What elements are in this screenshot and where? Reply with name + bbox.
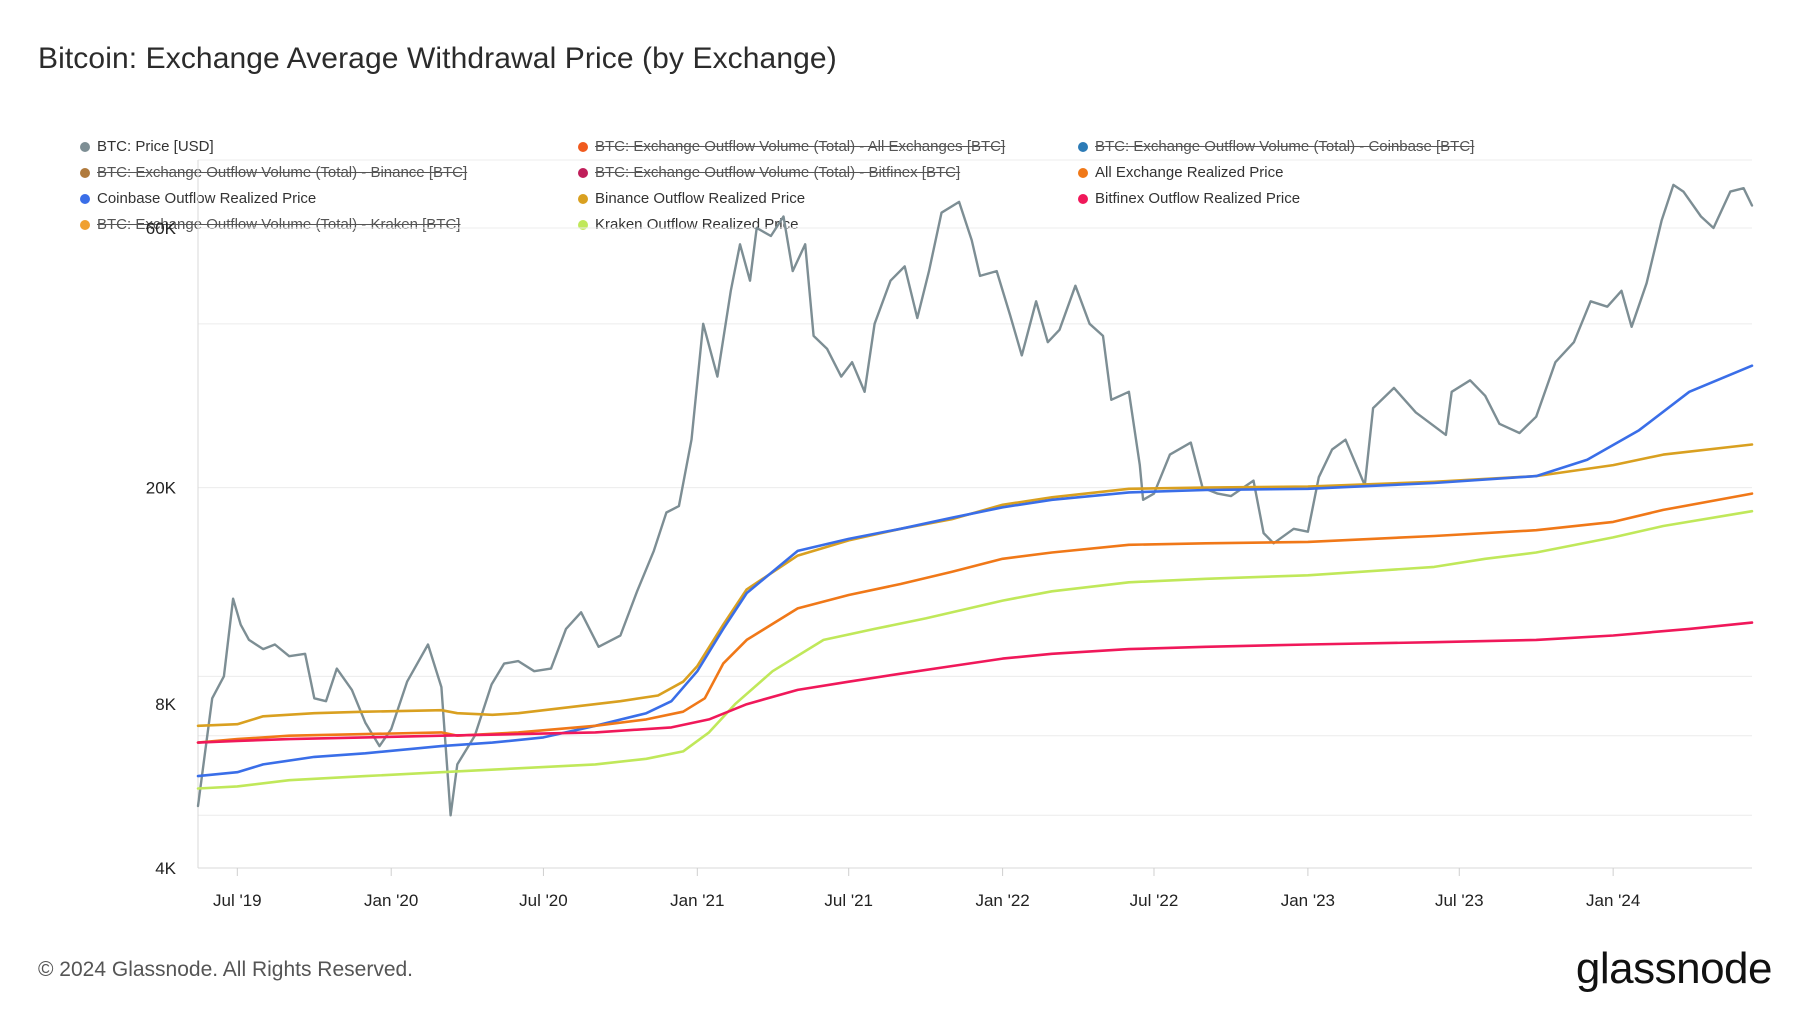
copyright-footer: © 2024 Glassnode. All Rights Reserved. bbox=[38, 958, 414, 981]
legend-dot-icon bbox=[578, 167, 588, 178]
y-axis-ticks: 4K 8K 20K 60K bbox=[146, 219, 177, 878]
legend-dot-icon bbox=[578, 193, 588, 204]
legend-item-outflow-kraken[interactable]: BTC: Exchange Outflow Volume (Total) - K… bbox=[80, 216, 460, 233]
series-line-kraken-outflow-realized-price bbox=[196, 509, 1754, 790]
legend-item-binance-realized-price[interactable]: Binance Outflow Realized Price bbox=[578, 190, 805, 207]
series-line-all-exchange-realized-price bbox=[196, 492, 1754, 744]
x-tick-label: Jul '22 bbox=[1130, 891, 1179, 910]
legend-item-coinbase-realized-price[interactable]: Coinbase Outflow Realized Price bbox=[80, 190, 316, 207]
series-line-binance-outflow-realized-price bbox=[196, 443, 1754, 728]
x-tick-label: Jan '22 bbox=[975, 891, 1029, 910]
legend-item-btc-price[interactable]: BTC: Price [USD] bbox=[80, 138, 214, 155]
legend-label: BTC: Price [USD] bbox=[97, 138, 214, 155]
legend-label: BTC: Exchange Outflow Volume (Total) - B… bbox=[97, 164, 468, 181]
legend-label: Bitfinex Outflow Realized Price bbox=[1095, 190, 1301, 207]
legend-label: Binance Outflow Realized Price bbox=[595, 190, 806, 207]
legend: BTC: Price [USD] BTC: Exchange Outflow V… bbox=[80, 138, 1760, 242]
legend-item-outflow-coinbase[interactable]: BTC: Exchange Outflow Volume (Total) - C… bbox=[1078, 138, 1474, 155]
legend-dot-icon bbox=[80, 193, 90, 204]
y-tick-label: 20K bbox=[146, 479, 177, 498]
legend-item-outflow-all-exchanges[interactable]: BTC: Exchange Outflow Volume (Total) - A… bbox=[578, 138, 1005, 155]
legend-dot-icon bbox=[1078, 167, 1088, 178]
series-line-coinbase-outflow-realized-price bbox=[196, 364, 1754, 778]
series-line-btc-price-usd bbox=[196, 183, 1754, 817]
legend-label: BTC: Exchange Outflow Volume (Total) - K… bbox=[97, 216, 461, 233]
legend-dot-icon bbox=[80, 167, 90, 178]
legend-label: BTC: Exchange Outflow Volume (Total) - A… bbox=[595, 138, 1006, 155]
chart-series bbox=[196, 183, 1754, 817]
legend-item-outflow-bitfinex[interactable]: BTC: Exchange Outflow Volume (Total) - B… bbox=[578, 164, 960, 181]
series-line-bitfinex-outflow-realized-price bbox=[196, 621, 1754, 744]
legend-label: All Exchange Realized Price bbox=[1095, 164, 1284, 181]
legend-label: BTC: Exchange Outflow Volume (Total) - C… bbox=[1095, 138, 1475, 155]
legend-item-outflow-binance[interactable]: BTC: Exchange Outflow Volume (Total) - B… bbox=[80, 164, 467, 181]
glassnode-logo: glassnode bbox=[1575, 944, 1773, 993]
x-tick-label: Jul '19 bbox=[213, 891, 262, 910]
x-tick-label: Jan '24 bbox=[1586, 891, 1640, 910]
legend-label: BTC: Exchange Outflow Volume (Total) - B… bbox=[595, 164, 961, 181]
legend-label: Kraken Outflow Realized Price bbox=[595, 216, 799, 233]
legend-dot-icon bbox=[578, 141, 588, 152]
x-tick-label: Jul '20 bbox=[519, 891, 568, 910]
x-tick-label: Jul '21 bbox=[824, 891, 873, 910]
y-tick-label: 4K bbox=[155, 859, 176, 878]
legend-dot-icon bbox=[1078, 141, 1088, 152]
legend-item-kraken-realized-price[interactable]: Kraken Outflow Realized Price bbox=[578, 216, 798, 233]
x-tick-label: Jan '23 bbox=[1281, 891, 1335, 910]
legend-dot-icon bbox=[80, 141, 90, 152]
y-tick-label: 8K bbox=[155, 695, 176, 714]
chart-title: Bitcoin: Exchange Average Withdrawal Pri… bbox=[38, 42, 837, 75]
y-tick-label: 60K bbox=[146, 219, 177, 238]
x-tick-label: Jan '20 bbox=[364, 891, 418, 910]
legend-dot-icon bbox=[80, 219, 90, 230]
x-axis-ticks: Jul '19 Jan '20 Jul '20 Jan '21 Jul '21 Jan '… bbox=[213, 868, 1640, 910]
legend-label: Coinbase Outflow Realized Price bbox=[97, 190, 317, 207]
legend-item-bitfinex-realized-price[interactable]: Bitfinex Outflow Realized Price bbox=[1078, 190, 1300, 207]
legend-dot-icon bbox=[1078, 193, 1088, 204]
legend-item-all-exchange-realized-price[interactable]: All Exchange Realized Price bbox=[1078, 164, 1283, 181]
x-tick-label: Jul '23 bbox=[1435, 891, 1484, 910]
legend-dot-icon bbox=[578, 219, 588, 230]
x-tick-label: Jan '21 bbox=[670, 891, 724, 910]
